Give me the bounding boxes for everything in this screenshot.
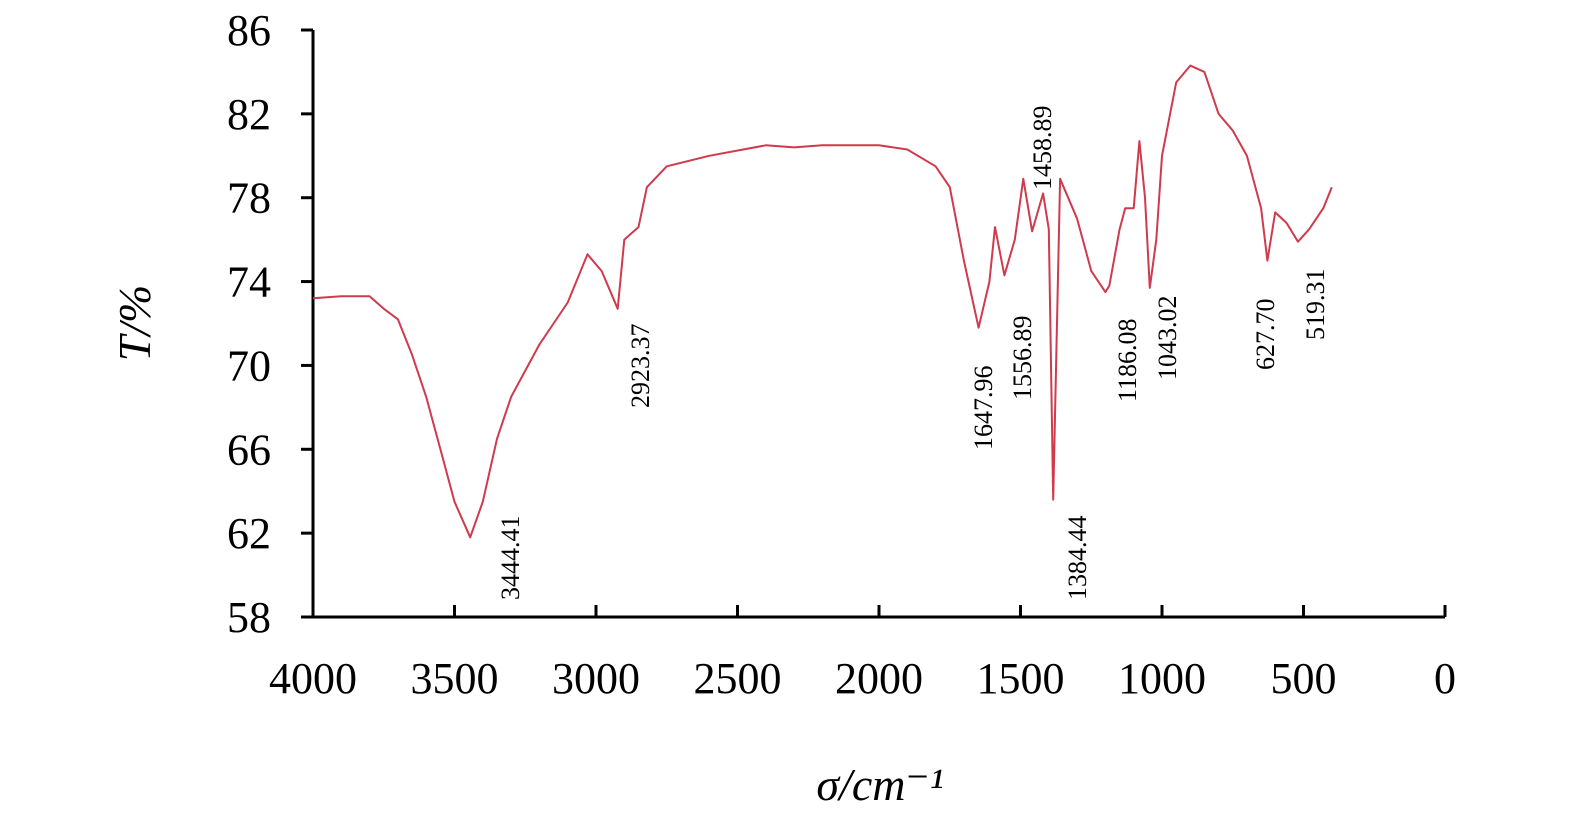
peak-label: 519.31: [1301, 269, 1330, 341]
x-tick-label: 3500: [411, 654, 499, 703]
y-tick-label: 74: [227, 258, 271, 307]
x-axis-label: σ/cm⁻¹: [816, 759, 943, 810]
peak-label: 2923.37: [626, 324, 655, 409]
peak-label: 3444.41: [496, 516, 525, 601]
y-tick-label: 78: [227, 174, 271, 223]
x-tick-label: 2500: [694, 654, 782, 703]
y-tick-label: 86: [227, 6, 271, 55]
x-tick-label: 2000: [835, 654, 923, 703]
peak-label: 1384.44: [1063, 516, 1092, 601]
x-tick-label: 1000: [1118, 654, 1206, 703]
peak-label: 1458.89: [1028, 106, 1057, 191]
y-tick-label: 66: [227, 425, 271, 474]
x-tick-label: 500: [1271, 654, 1337, 703]
x-tick-label: 0: [1434, 654, 1456, 703]
x-tick-label: 1500: [977, 654, 1065, 703]
peak-label: 1647.96: [969, 366, 998, 451]
peak-label: 627.70: [1251, 299, 1280, 371]
peak-label: 1043.02: [1153, 296, 1182, 381]
y-tick-label: 70: [227, 341, 271, 390]
y-tick-label: 62: [227, 509, 271, 558]
peak-label: 1186.08: [1113, 318, 1142, 402]
peak-label: 1556.89: [1008, 316, 1037, 401]
y-tick-label: 82: [227, 90, 271, 139]
y-tick-label: 58: [227, 593, 271, 642]
spectrum-line: [312, 64, 1333, 539]
x-tick-label: 4000: [269, 654, 357, 703]
x-tick-label: 3000: [552, 654, 640, 703]
y-axis-label: T/%: [109, 285, 160, 362]
